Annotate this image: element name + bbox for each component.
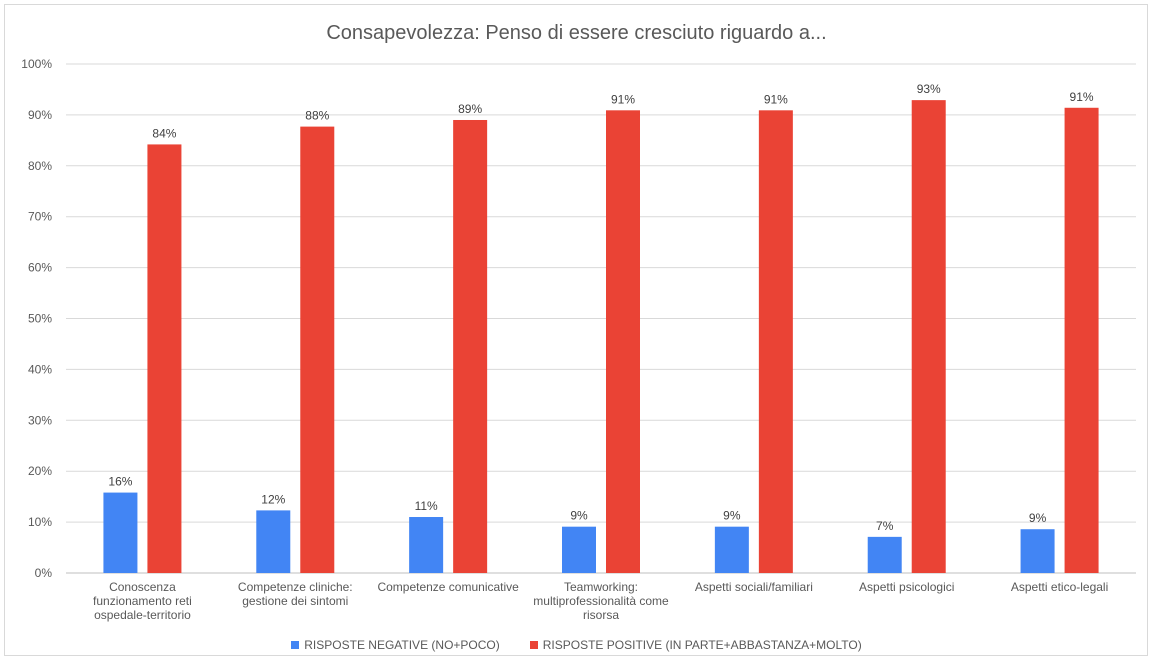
y-tick-label: 100% [21,57,52,71]
x-tick-label: multiprofessionalità come [533,594,669,608]
y-tick-label: 20% [28,464,52,478]
x-tick-label: funzionamento reti [93,594,192,608]
y-tick-label: 10% [28,515,52,529]
x-tick-label: Teamworking: [564,580,638,594]
data-label-negative: 9% [570,509,588,523]
data-label-positive: 91% [611,92,635,106]
data-label-negative: 11% [415,499,438,513]
y-tick-label: 70% [28,210,52,224]
y-tick-label: 40% [28,362,52,376]
legend-item-positive: RISPOSTE POSITIVE (IN PARTE+ABBASTANZA+M… [529,638,862,652]
x-tick-label: Aspetti psicologici [859,580,954,594]
x-tick-label: Competenze cliniche: [238,580,353,594]
x-tick-label: gestione dei sintomi [242,594,348,608]
data-label-positive: 88% [305,109,329,123]
bar-negative [103,492,138,573]
data-label-negative: 12% [261,492,285,506]
bar-positive [911,100,946,573]
bar-positive [606,110,640,573]
bar-negative [409,517,444,573]
legend-swatch-positive [529,641,538,649]
data-label-negative: 7% [876,519,894,533]
bar-negative [867,536,902,573]
x-tick-label: ospedale-territorio [94,608,191,622]
y-tick-label: 50% [28,312,52,326]
legend-item-negative: RISPOSTE NEGATIVE (NO+POCO) [291,638,500,652]
bar-negative [256,510,291,573]
data-label-negative: 9% [1029,511,1047,525]
x-tick-label: Competenze comunicative [377,580,519,594]
bar-negative [1020,529,1055,573]
bar-positive [1064,107,1099,574]
data-label-negative: 9% [723,509,741,523]
x-tick-label: Aspetti etico-legali [1011,580,1108,594]
bar-positive [758,110,793,573]
bar-positive [300,126,335,574]
bar-positive [147,144,182,573]
bar-negative [562,526,596,573]
chart-legend: RISPOSTE NEGATIVE (NO+POCO) RISPOSTE POS… [0,636,1153,654]
data-label-positive: 93% [917,82,941,96]
data-label-positive: 91% [764,92,788,106]
legend-label-negative: RISPOSTE NEGATIVE (NO+POCO) [304,638,500,652]
x-tick-label: risorsa [583,608,619,622]
bar-positive [453,119,488,574]
data-label-positive: 84% [152,126,176,140]
x-tick-label: Conoscenza [109,580,176,594]
bar-negative [714,526,749,573]
data-label-positive: 91% [1070,90,1094,104]
y-tick-label: 60% [28,261,52,275]
legend-label-positive: RISPOSTE POSITIVE (IN PARTE+ABBASTANZA+M… [542,638,862,652]
legend-swatch-negative [291,641,300,649]
chart-title: Consapevolezza: Penso di essere cresciut… [326,22,827,44]
data-label-positive: 89% [458,102,482,116]
data-label-negative: 16% [108,475,132,489]
x-tick-label: Aspetti sociali/familiari [695,580,813,594]
y-tick-label: 30% [28,413,52,427]
y-tick-label: 80% [28,159,52,173]
y-tick-label: 0% [35,566,53,580]
y-tick-label: 90% [28,108,52,122]
